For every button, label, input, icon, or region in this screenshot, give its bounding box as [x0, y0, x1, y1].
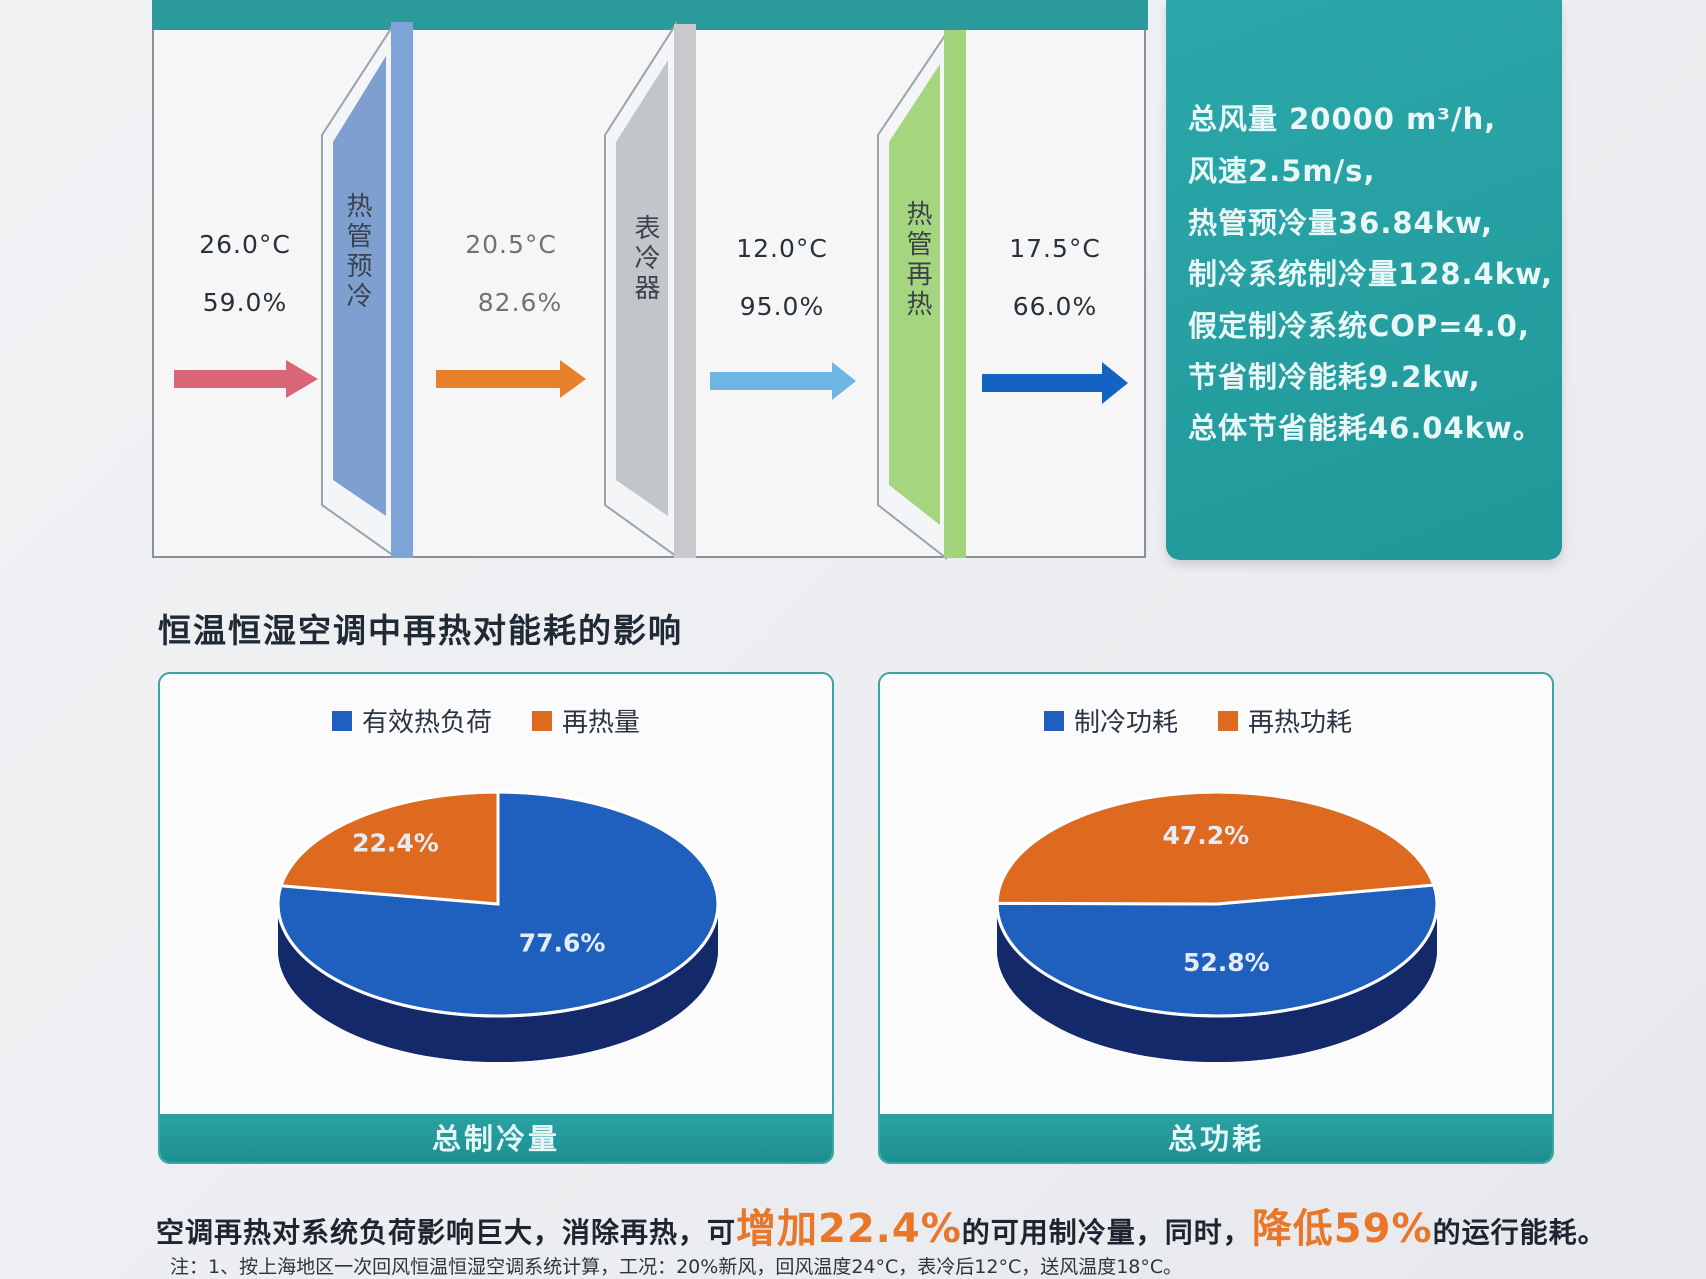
- legend-power: 制冷功耗 再热功耗: [1044, 702, 1352, 739]
- pie-data-label-0: 52.8%: [1183, 948, 1270, 977]
- info-line-total: 总体节省能耗46.04kw。: [1188, 411, 1543, 445]
- conclusion-text: 空调再热对系统负荷影响巨大，消除再热，可增加22.4%的可用制冷量，同时，降低5…: [156, 1196, 1607, 1254]
- pie-chart-cooling: 77.6% 22.4%: [276, 790, 720, 1062]
- process-graphics: [174, 20, 1128, 561]
- legend-item-reheat: 再热量: [532, 702, 640, 739]
- pie-data-label-1: 47.2%: [1162, 821, 1249, 850]
- pie-chart-power: 52.8% 47.2%: [995, 790, 1439, 1062]
- panel-heat-pipe-reheat: [877, 30, 966, 561]
- legend-swatch-orange: [532, 710, 553, 731]
- legend-item-effective-load: 有效热负荷: [332, 702, 492, 739]
- legend-label: 再热功耗: [1248, 708, 1353, 738]
- legend-item-cooling-power: 制冷功耗: [1044, 702, 1178, 739]
- chart-title-power: 总功耗: [880, 1114, 1552, 1162]
- stage4-rh: 66.0%: [1012, 292, 1098, 321]
- legend-swatch-blue: [1044, 710, 1064, 731]
- arrow-after-precool: [436, 360, 586, 398]
- section-title: 恒温恒湿空调中再热对能耗的影响: [158, 611, 683, 650]
- arrow-intake: [174, 360, 318, 398]
- stage1-rh: 59.0%: [202, 288, 288, 317]
- info-line-cop: 假定制冷系统COP=4.0,: [1188, 309, 1530, 343]
- pie-side: [278, 904, 718, 1062]
- chart-card-power: 制冷功耗 再热功耗 52.8% 47.2% 总功耗: [878, 672, 1554, 1164]
- panel2-label: 表冷器: [630, 214, 660, 304]
- pie-side: [997, 904, 1437, 1062]
- stage3-temp: 12.0°C: [736, 234, 828, 263]
- pie-rim: [995, 790, 1439, 1018]
- legend-item-reheat-power: 再热功耗: [1218, 702, 1352, 739]
- legend-label: 有效热负荷: [362, 708, 493, 738]
- conclusion-part2: 的可用制冷量，同时，: [961, 1216, 1252, 1249]
- conclusion-part3: 的运行能耗。: [1432, 1216, 1607, 1249]
- pie-rim: [276, 790, 720, 1018]
- chart-card-cooling: 有效热负荷 再热量 77.6% 22.4% 总制冷量: [158, 672, 834, 1164]
- conclusion-highlight-increase: 增加22.4%: [736, 1206, 962, 1252]
- stage3-rh: 95.0%: [739, 292, 825, 321]
- arrow-supply: [982, 362, 1128, 404]
- pie-data-label-0: 77.6%: [519, 928, 606, 957]
- arrow-after-cooler: [710, 362, 856, 400]
- conclusion-part1: 空调再热对系统负荷影响巨大，消除再热，可: [156, 1216, 737, 1249]
- legend-label: 再热量: [562, 708, 641, 738]
- info-line-saving: 节省制冷能耗9.2kw,: [1188, 360, 1481, 394]
- info-line-airflow: 总风量 20000 m³/h,: [1188, 102, 1497, 136]
- conclusion-highlight-reduce: 降低59%: [1251, 1206, 1433, 1252]
- panel-heat-pipe-precool: [321, 20, 413, 558]
- chart-title-cooling: 总制冷量: [160, 1114, 832, 1162]
- panel1-label: 热管预冷: [342, 192, 372, 312]
- diagram-header-bar: [152, 0, 1148, 30]
- stage1-temp: 26.0°C: [199, 230, 291, 259]
- panel-surface-cooler: [604, 20, 696, 558]
- info-panel: 总风量 20000 m³/h, 风速2.5m/s, 热管预冷量36.84kw, …: [1166, 0, 1562, 560]
- footnote: 注：1、按上海地区一次回风恒温恒湿空调系统计算，工况：20%新风，回风温度24°…: [170, 1256, 1183, 1278]
- stage2-rh: 82.6%: [477, 288, 563, 317]
- pie-data-label-1: 22.4%: [352, 829, 439, 858]
- stage2-temp: 20.5°C: [465, 230, 557, 259]
- stage4-temp: 17.5°C: [1009, 234, 1101, 263]
- legend-label: 制冷功耗: [1074, 708, 1179, 738]
- info-line-cooling: 制冷系统制冷量128.4kw,: [1188, 257, 1553, 291]
- legend-swatch-blue: [332, 710, 352, 731]
- panel3-label: 热管再热: [902, 200, 932, 320]
- legend-cooling: 有效热负荷 再热量: [332, 702, 640, 739]
- info-line-velocity: 风速2.5m/s,: [1188, 154, 1376, 188]
- info-line-precool: 热管预冷量36.84kw,: [1188, 206, 1493, 240]
- legend-swatch-orange: [1218, 710, 1239, 731]
